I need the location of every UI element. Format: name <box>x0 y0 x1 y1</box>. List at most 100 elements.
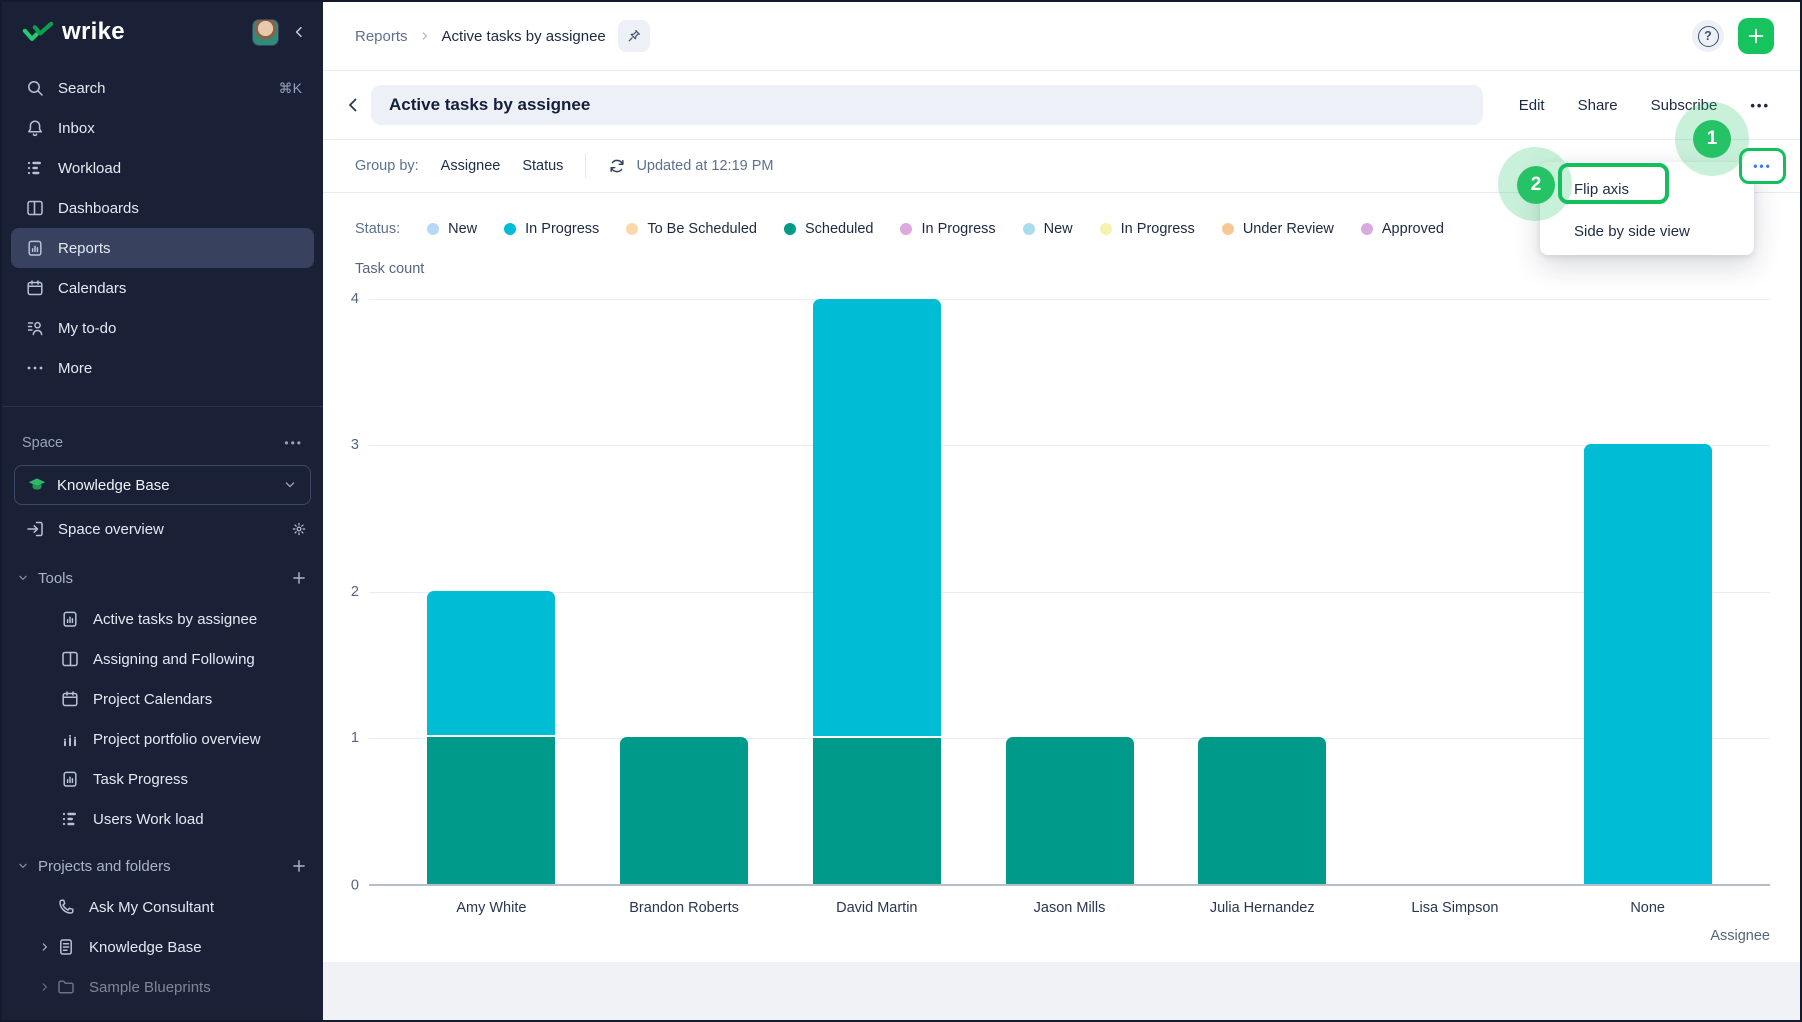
sidebar-item-sample-blueprints[interactable]: Sample Blueprints <box>2 967 323 1007</box>
chart-options-button[interactable]: ••• <box>1739 148 1786 184</box>
calendar-icon <box>60 689 80 709</box>
share-button[interactable]: Share <box>1577 96 1618 114</box>
group-by-status[interactable]: Status <box>522 158 564 174</box>
legend-item-in-progress[interactable]: In Progress <box>1099 221 1195 237</box>
menu-item-side-by-side[interactable]: Side by side view <box>1574 222 1690 240</box>
sidebar-item-more[interactable]: More <box>11 348 314 388</box>
chevron-down-icon <box>16 571 30 585</box>
sidebar-item-users-work-load[interactable]: Users Work load <box>2 799 323 839</box>
y-tick-label: 2 <box>350 583 359 600</box>
phone-icon <box>56 897 76 917</box>
help-button[interactable]: ? <box>1692 20 1724 52</box>
add-tool-button[interactable] <box>291 570 307 586</box>
sidebar-item-my-to-do[interactable]: My to-do <box>11 308 314 348</box>
chevron-right-icon[interactable] <box>30 980 48 994</box>
todo-icon <box>25 318 45 338</box>
sidebar-item-ask-my-consultant[interactable]: Ask My Consultant <box>2 887 323 927</box>
bar-segment-scheduled[interactable] <box>1198 737 1327 884</box>
sidebar-item-project-calendars[interactable]: Project Calendars <box>2 679 323 719</box>
plus-icon <box>1746 26 1766 46</box>
chevron-down-icon <box>282 477 298 493</box>
sidebar-collapse-button[interactable] <box>291 24 307 40</box>
sidebar-item-space-overview[interactable]: Space overview <box>2 507 323 551</box>
report-title-input[interactable]: Active tasks by assignee <box>371 85 1483 125</box>
refresh-icon[interactable] <box>608 157 626 175</box>
edit-button[interactable]: Edit <box>1518 96 1545 114</box>
legend-items: New In Progress To Be Scheduled Scheduled In… <box>427 221 1444 237</box>
legend-item-in-progress[interactable]: In Progress <box>504 221 599 237</box>
breadcrumb-bar: Reports Active tasks by assignee ? <box>323 2 1800 71</box>
legend-item-new[interactable]: New <box>1022 221 1073 237</box>
sidebar-item-search[interactable]: Search ⌘K <box>11 68 314 108</box>
legend-item-under-review[interactable]: Under Review <box>1221 221 1334 237</box>
wrike-logo[interactable]: wrike <box>22 18 125 46</box>
legend-label: Approved <box>1381 221 1444 237</box>
sidebar-item-knowledge-base[interactable]: Knowledge Base <box>2 927 323 967</box>
projects-section-header[interactable]: Projects and folders <box>2 845 323 887</box>
tools-section-header[interactable]: Tools <box>2 557 323 599</box>
title-more-button[interactable]: ••• <box>1750 97 1770 113</box>
bar-segment-scheduled[interactable] <box>812 737 941 884</box>
legend-item-scheduled[interactable]: Scheduled <box>783 221 873 237</box>
sidebar-nav: Search ⌘K Inbox Workload Dashboards Reports Ca… <box>2 58 323 388</box>
reports-icon <box>60 609 80 629</box>
sidebar-item-reports[interactable]: Reports <box>11 228 314 268</box>
x-axis-label: Lisa Simpson <box>1411 900 1499 916</box>
sidebar-item-assigning-and-following[interactable]: Assigning and Following <box>2 639 323 679</box>
bar-segment-scheduled[interactable] <box>427 737 556 884</box>
space-overview-icon <box>25 519 45 539</box>
space-more-button[interactable]: ••• <box>284 436 303 450</box>
group-by-assignee[interactable]: Assignee <box>440 158 501 174</box>
legend-item-approved[interactable]: Approved <box>1360 221 1444 237</box>
menu-item-flip-axis[interactable]: Flip axis <box>1574 180 1630 198</box>
sidebar-item-dashboards[interactable]: Dashboards <box>11 188 314 228</box>
sidebar-header: wrike <box>2 2 323 58</box>
pin-button[interactable] <box>617 20 650 52</box>
space-settings-gear-icon[interactable] <box>291 521 307 537</box>
legend-label: New <box>1043 221 1073 237</box>
y-tick-label: 3 <box>350 437 359 454</box>
projects-section-label: Projects and folders <box>38 857 171 875</box>
subscribe-button[interactable]: Subscribe <box>1650 96 1718 114</box>
bar-column-david-martin <box>780 299 973 884</box>
bar-segment-scheduled[interactable] <box>1005 737 1134 884</box>
bar-segment-in-progress[interactable] <box>812 299 941 738</box>
space-section-label: Space <box>22 435 64 451</box>
create-new-button[interactable] <box>1738 18 1774 54</box>
sidebar-item-calendars[interactable]: Calendars <box>11 268 314 308</box>
page-background-strip <box>323 962 1800 1020</box>
breadcrumb-current: Active tasks by assignee <box>441 27 606 45</box>
chevron-right-icon[interactable] <box>30 940 48 954</box>
user-avatar[interactable] <box>252 18 279 46</box>
chart-area: Status: New In Progress To Be Scheduled Sch… <box>323 193 1800 1020</box>
breadcrumb-reports-link[interactable]: Reports <box>355 27 408 45</box>
space-selector[interactable]: Knowledge Base <box>14 465 311 505</box>
legend-item-to-be-scheduled[interactable]: To Be Scheduled <box>626 221 757 237</box>
sidebar-divider <box>2 406 323 407</box>
chart-options-menu: Flip axis Side by side view <box>1540 162 1754 255</box>
sidebar-item-task-progress[interactable]: Task Progress <box>2 759 323 799</box>
add-project-button[interactable] <box>291 858 307 874</box>
back-button[interactable] <box>343 95 363 115</box>
bar-segment-scheduled[interactable] <box>620 737 749 884</box>
bar-column-brandon-roberts <box>588 299 781 884</box>
legend-item-new[interactable]: New <box>427 221 477 237</box>
sidebar-item-inbox[interactable]: Inbox <box>11 108 314 148</box>
space-overview-label: Space overview <box>58 520 164 538</box>
plot-outer: 0 1 2 3 4 <box>351 291 1770 894</box>
portfolio-icon <box>60 729 80 749</box>
bar-column-amy-white <box>395 299 588 884</box>
chevron-left-icon <box>343 95 363 115</box>
legend-item-in-progress[interactable]: In Progress <box>900 221 996 237</box>
chevron-down-icon <box>16 859 30 873</box>
sidebar-item-label: Workload <box>58 159 122 177</box>
legend-dot <box>900 223 913 235</box>
bar-segment-in-progress[interactable] <box>1583 443 1712 884</box>
sidebar-item-workload[interactable]: Workload <box>11 148 314 188</box>
tool-item-label: Assigning and Following <box>93 650 255 668</box>
bar-segment-in-progress[interactable] <box>427 590 556 738</box>
sidebar-item-project-portfolio-overview[interactable]: Project portfolio overview <box>2 719 323 759</box>
sidebar-item-active-tasks-by-assignee[interactable]: Active tasks by assignee <box>2 599 323 639</box>
gridline <box>369 299 1770 300</box>
workload-icon <box>25 158 45 178</box>
